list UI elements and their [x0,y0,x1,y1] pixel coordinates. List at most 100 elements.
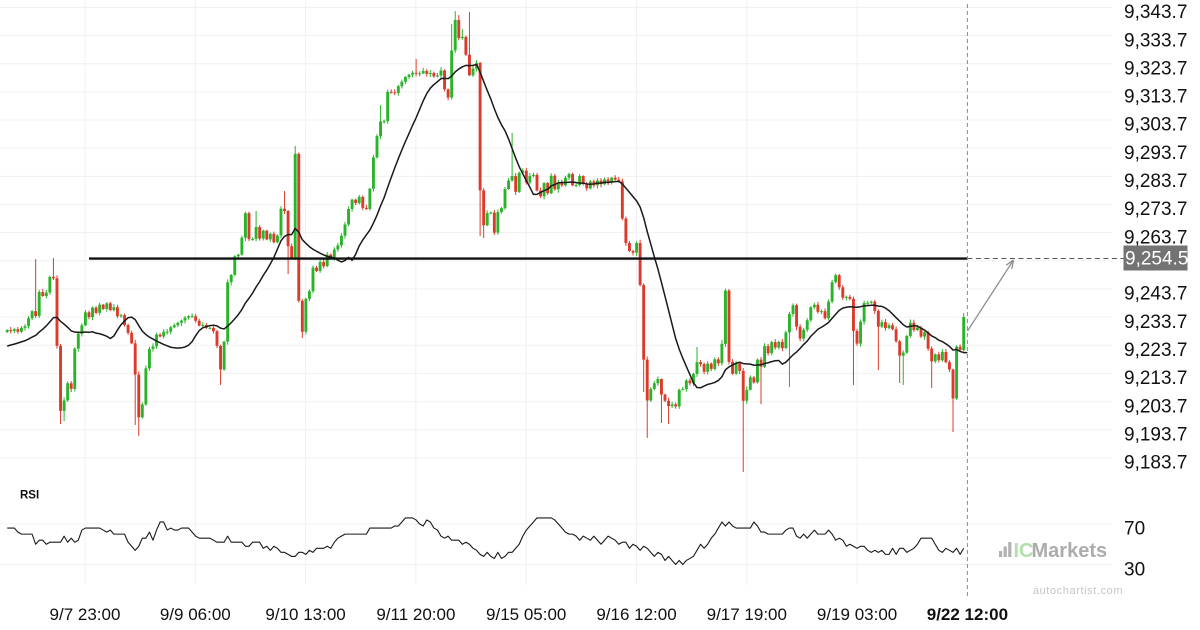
candle-body [802,329,806,339]
annotation-layer [966,259,1015,332]
candle-body [368,188,372,209]
candle-body [862,303,866,322]
candle-body [315,267,318,271]
candle-body [563,177,567,186]
candle-body [208,327,212,329]
candle-body [151,346,155,349]
candle-body [898,341,902,356]
rsi-tick-label: 30 [1124,560,1145,581]
y-axis-tick-label: 9,303.7 [1124,115,1187,136]
candle-body [382,121,386,123]
candle-body [364,207,368,209]
candle-body [652,383,656,389]
candle-body [670,404,674,407]
candle-body [226,282,230,342]
candle-body [347,208,350,225]
candle-body [286,210,290,247]
candle-body [848,296,852,299]
x-axis-tick-label: 9/16 12:00 [596,605,676,624]
candle-body [176,322,180,326]
candle-body [535,174,539,191]
candle-body [724,290,727,344]
candle-body [613,177,617,180]
candle-body [546,183,550,194]
candle-body [859,321,863,344]
candle-body [642,285,646,360]
candle-body [951,369,955,399]
candle-body [891,325,895,330]
candle-body [336,245,340,250]
candle-body [517,172,521,192]
candle-body [791,305,795,315]
candle-body [23,326,27,328]
candle-body [827,301,831,319]
candle-body [948,362,951,370]
candle-body [524,170,528,183]
candle-body [581,176,585,184]
icmarkets-logo-markets: Markets [1032,540,1108,562]
candle-body [663,394,667,401]
candle-body [834,275,838,283]
candle-body [734,363,738,374]
candle-body [393,92,397,94]
candle-body [59,345,62,411]
candle-body [233,256,237,275]
candle-body [624,218,628,244]
candle-body [379,121,382,137]
candle-body [453,20,457,51]
candle-body [482,190,486,226]
x-axis-tick-label: 9/22 12:00 [927,605,1008,624]
candle-body [770,342,774,354]
candle-body [268,233,272,240]
candle-body [496,212,500,233]
candle-body [674,404,678,407]
candle-body [41,292,45,296]
candle-body [521,170,525,173]
candle-body [105,303,109,309]
candle-body [329,254,333,258]
candle-body [66,383,70,401]
candle-body [812,304,816,308]
candle-body [649,388,653,401]
price-badge: 9,254.5 [1123,245,1188,271]
candle-body [446,89,450,98]
candle-body [514,176,518,192]
y-axis-tick-label: 9,183.7 [1124,453,1187,474]
candle-body [272,233,276,243]
candle-body [841,287,845,298]
candle-body [916,327,919,331]
y-axis-tick-label: 9,243.7 [1124,284,1187,305]
candle-body [318,261,322,271]
candle-body [645,359,649,401]
candle-body [229,274,233,283]
candle-body [635,243,639,253]
candle-body [489,212,493,214]
candle-body [659,379,663,395]
candle-body [499,208,503,213]
y-axis-tick-label: 9,223.7 [1124,340,1187,361]
candle-body [638,243,642,286]
rsi-tick-label: 70 [1124,519,1145,540]
candle-body [418,73,422,75]
logo-bar [1003,546,1007,557]
candle-body [243,213,247,238]
candle-body [137,374,141,418]
candle-body [571,174,575,186]
candle-body [83,312,87,326]
candle-body [962,317,966,351]
candle-body [432,73,436,77]
candle-body [820,311,823,313]
candle-body [702,364,706,372]
candle-body [73,348,77,389]
icmarkets-logo-ic: IC [1014,540,1034,562]
x-axis-tick-label: 9/17 19:00 [707,605,787,624]
candle-body [322,261,326,267]
candle-body [713,359,717,369]
moving-average-line [6,63,968,389]
x-axis-tick-label: 9/7 23:00 [50,605,121,624]
candle-body [610,177,614,182]
y-axis-tick-label: 9,333.7 [1124,30,1187,51]
candle-body [126,324,130,333]
candle-body [403,76,407,82]
candle-body [293,153,297,258]
